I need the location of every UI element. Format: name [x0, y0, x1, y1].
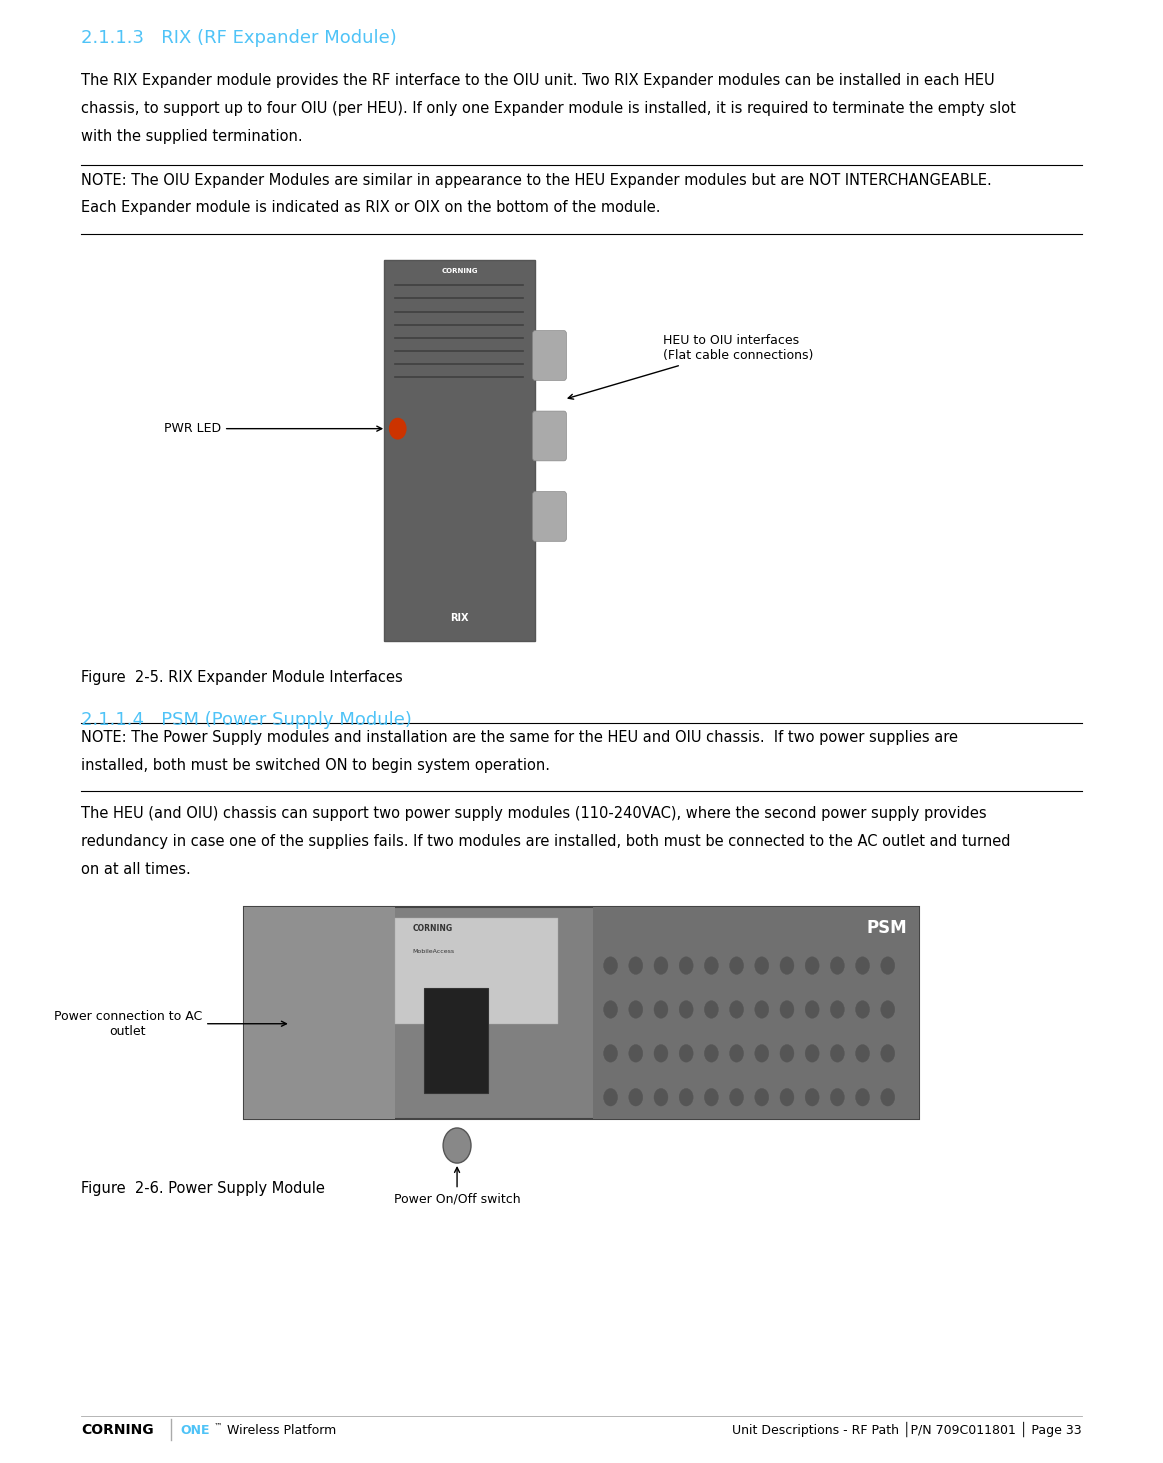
Circle shape [830, 1045, 844, 1062]
Bar [395, 917, 558, 1024]
Circle shape [780, 1045, 794, 1062]
Text: ONE: ONE [180, 1423, 209, 1437]
Circle shape [705, 957, 719, 974]
Circle shape [679, 957, 693, 974]
Circle shape [629, 957, 643, 974]
Circle shape [654, 957, 668, 974]
Text: Wireless Platform: Wireless Platform [223, 1423, 336, 1437]
Circle shape [805, 1001, 819, 1018]
Text: with the supplied termination.: with the supplied termination. [81, 129, 304, 143]
Circle shape [880, 1001, 894, 1018]
Circle shape [780, 957, 794, 974]
Text: PWR LED: PWR LED [164, 423, 381, 435]
Text: ™: ™ [214, 1422, 222, 1431]
Circle shape [856, 1001, 870, 1018]
Text: Figure  2-6. Power Supply Module: Figure 2-6. Power Supply Module [81, 1181, 326, 1195]
Circle shape [856, 957, 870, 974]
Circle shape [654, 1001, 668, 1018]
Circle shape [755, 1045, 769, 1062]
Text: Power On/Off switch: Power On/Off switch [394, 1167, 520, 1206]
Circle shape [654, 1088, 668, 1106]
Bar [424, 988, 488, 1093]
Text: 2.1.1.3   RIX (RF Expander Module): 2.1.1.3 RIX (RF Expander Module) [81, 29, 397, 47]
Text: RIX: RIX [450, 613, 469, 623]
Text: Power connection to AC
outlet: Power connection to AC outlet [53, 1009, 286, 1037]
Circle shape [729, 1001, 743, 1018]
Circle shape [805, 1045, 819, 1062]
Circle shape [830, 1088, 844, 1106]
Circle shape [830, 1001, 844, 1018]
Circle shape [729, 957, 743, 974]
Circle shape [805, 957, 819, 974]
Circle shape [604, 1045, 618, 1062]
FancyBboxPatch shape [533, 411, 566, 461]
Circle shape [604, 1001, 618, 1018]
Circle shape [856, 1045, 870, 1062]
Circle shape [679, 1045, 693, 1062]
Circle shape [443, 1128, 471, 1163]
Text: chassis, to support up to four OIU (per HEU). If only one Expander module is ins: chassis, to support up to four OIU (per … [81, 101, 1016, 116]
Bar [593, 907, 919, 1119]
Circle shape [705, 1045, 719, 1062]
Text: PSM: PSM [866, 919, 907, 936]
Circle shape [604, 1088, 618, 1106]
Circle shape [729, 1045, 743, 1062]
Circle shape [755, 1088, 769, 1106]
Text: CORNING: CORNING [413, 925, 454, 933]
Text: on at all times.: on at all times. [81, 862, 191, 876]
Circle shape [629, 1088, 643, 1106]
Text: redundancy in case one of the supplies fails. If two modules are installed, both: redundancy in case one of the supplies f… [81, 834, 1011, 849]
Circle shape [705, 1001, 719, 1018]
Circle shape [679, 1088, 693, 1106]
Circle shape [830, 957, 844, 974]
Text: Each Expander module is indicated as RIX or OIX on the bottom of the module.: Each Expander module is indicated as RIX… [81, 200, 661, 215]
Text: The HEU (and OIU) chassis can support two power supply modules (110-240VAC), whe: The HEU (and OIU) chassis can support tw… [81, 806, 987, 821]
Text: CORNING: CORNING [81, 1422, 154, 1437]
Bar [244, 907, 395, 1119]
Circle shape [880, 957, 894, 974]
Circle shape [679, 1001, 693, 1018]
Text: MobileAccess: MobileAccess [413, 949, 455, 954]
Circle shape [755, 1001, 769, 1018]
Circle shape [780, 1001, 794, 1018]
Text: NOTE: The Power Supply modules and installation are the same for the HEU and OIU: NOTE: The Power Supply modules and insta… [81, 730, 958, 745]
Bar [384, 260, 535, 641]
Text: Unit Descriptions - RF Path │P/N 709C011801 │ Page 33: Unit Descriptions - RF Path │P/N 709C011… [732, 1421, 1082, 1437]
Circle shape [629, 1045, 643, 1062]
Circle shape [604, 957, 618, 974]
Text: NOTE: The OIU Expander Modules are similar in appearance to the HEU Expander mod: NOTE: The OIU Expander Modules are simil… [81, 173, 992, 187]
Bar [244, 907, 919, 1119]
FancyBboxPatch shape [533, 331, 566, 380]
Circle shape [390, 418, 406, 439]
Circle shape [654, 1045, 668, 1062]
Circle shape [805, 1088, 819, 1106]
Circle shape [880, 1088, 894, 1106]
Text: HEU to OIU interfaces
(Flat cable connections): HEU to OIU interfaces (Flat cable connec… [569, 334, 813, 399]
Text: 2.1.1.4   PSM (Power Supply Module): 2.1.1.4 PSM (Power Supply Module) [81, 711, 413, 729]
Circle shape [755, 957, 769, 974]
Text: Figure  2-5. RIX Expander Module Interfaces: Figure 2-5. RIX Expander Module Interfac… [81, 670, 404, 685]
Circle shape [880, 1045, 894, 1062]
Circle shape [780, 1088, 794, 1106]
Circle shape [705, 1088, 719, 1106]
Circle shape [729, 1088, 743, 1106]
Circle shape [856, 1088, 870, 1106]
Text: CORNING: CORNING [441, 268, 478, 274]
Text: installed, both must be switched ON to begin system operation.: installed, both must be switched ON to b… [81, 758, 550, 772]
FancyBboxPatch shape [533, 492, 566, 541]
Text: The RIX Expander module provides the RF interface to the OIU unit. Two RIX Expan: The RIX Expander module provides the RF … [81, 73, 996, 88]
Circle shape [629, 1001, 643, 1018]
